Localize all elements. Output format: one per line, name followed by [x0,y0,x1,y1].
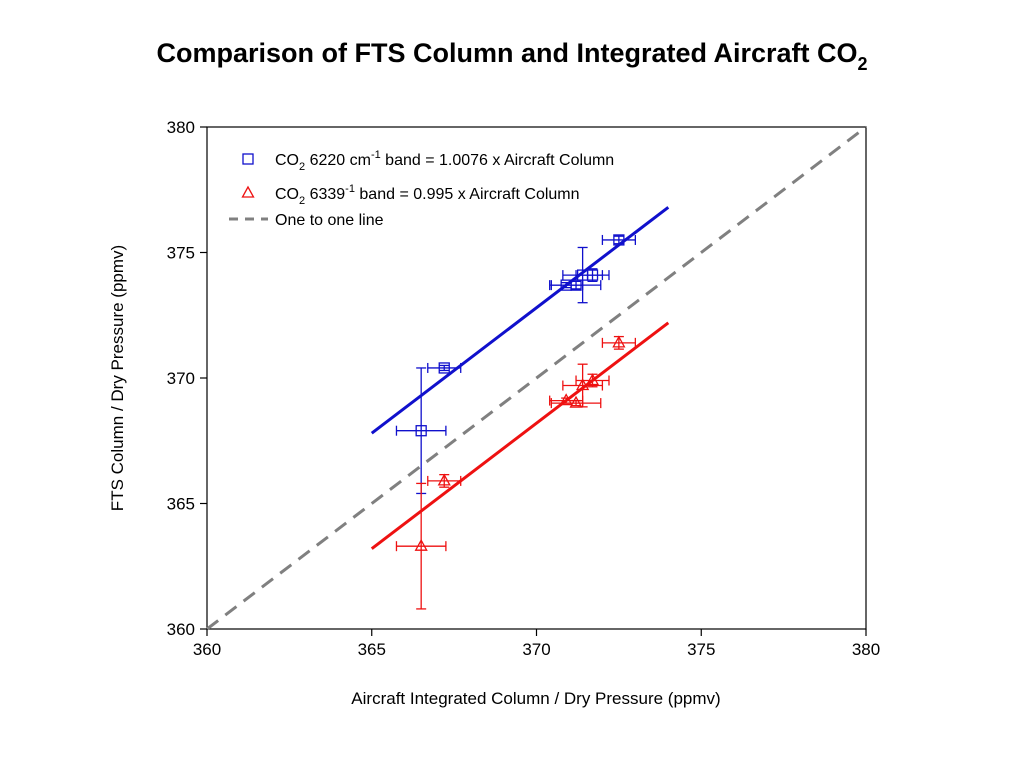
co2-6339-point [585,373,600,386]
markers-layer [414,234,626,551]
legend-label-co2-6339-part: CO [275,186,299,203]
legend-label-co2-6220-part: 6220 cm [305,152,371,169]
co2-6220-point [570,279,582,291]
y-tick-label: 365 [167,495,195,514]
y-axis-label: FTS Column / Dry Pressure (ppmv) [108,245,127,511]
x-tick-label: 360 [193,640,221,659]
x-tick-label: 375 [687,640,715,659]
co2-6220-point [438,362,450,374]
co2-6339-point [612,335,626,348]
axes-layer: 360 365 370 375 380 360 365 370 375 380 [167,118,881,659]
co2-6339-point [576,378,590,391]
y-tick-label: 380 [167,118,195,137]
chart-title-main: Comparison of FTS Column and Integrated … [156,38,858,68]
y-tick-label: 375 [167,244,195,263]
legend-label-co2-6339-part: 2 [299,195,305,207]
chart-title-subscript: 2 [857,54,868,75]
co2-6339-point [414,538,428,551]
legend-label-co2-6220-part: band = 1.0076 x Aircraft Column [381,152,614,169]
fit-lines-layer [370,206,670,550]
co2-6220-point [586,269,599,281]
chart-title: Comparison of FTS Column and Integrated … [0,38,1024,75]
legend-label-one-to-one: One to one line [275,212,384,229]
y-tick-label: 370 [167,369,195,388]
legend-label-co2-6220-part: -1 [371,149,381,161]
legend-label-co2-6220: CO2 6220 cm-1 band = 1.0076 x Aircraft C… [275,149,614,173]
reference-layer [206,125,867,631]
x-tick-label: 365 [358,640,386,659]
legend-label-co2-6220-part: CO [275,152,299,169]
y-tick-label: 360 [167,620,195,639]
legend-label-co2-6339-part: band = 0.995 x Aircraft Column [355,186,580,203]
legend-label-co2-6220-part: 2 [299,161,305,173]
legend-triangle-marker-icon [241,185,255,198]
co2-6339-point [559,393,573,406]
x-tick-label: 370 [522,640,550,659]
legend-square-marker-icon [242,153,254,165]
co2-6339-point [569,395,583,408]
co2-6220-point [415,425,427,437]
error-bars-layer [395,234,636,610]
legend-label-co2-6339-part: 6339 [305,186,345,203]
legend-label-co2-6339-part: -1 [345,183,355,195]
x-tick-label: 380 [852,640,880,659]
legend-label-co2-6339: CO2 6339-1 band = 0.995 x Aircraft Colum… [275,183,580,207]
legend: CO2 6220 cm-1 band = 1.0076 x Aircraft C… [229,149,614,229]
co2-6339-point [437,473,451,486]
one-to-one-line [206,125,867,631]
co2-6220-point [613,234,625,246]
x-axis-label: Aircraft Integrated Column / Dry Pressur… [351,689,720,708]
